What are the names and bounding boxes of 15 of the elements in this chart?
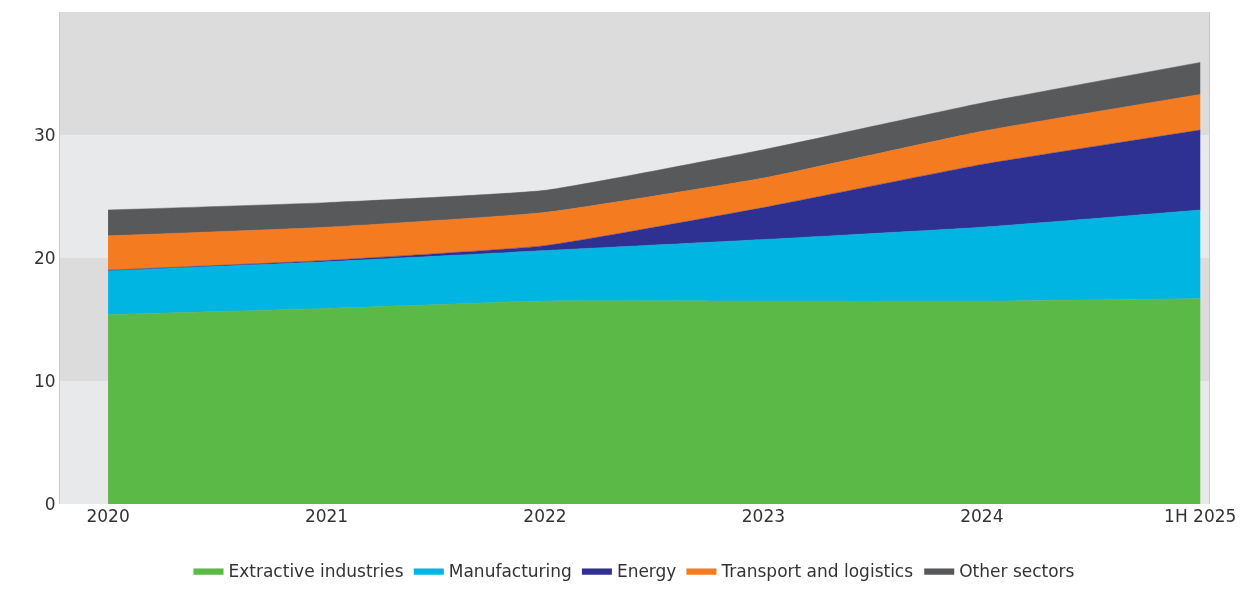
y-tick-label: 30 <box>33 124 56 145</box>
x-tick-label: 1H 2025 <box>1164 506 1237 526</box>
y-tick-label: 20 <box>33 247 56 268</box>
x-tick-label: 2020 <box>86 506 130 526</box>
x-tick-label: 2021 <box>304 506 349 526</box>
x-tick-label: 2023 <box>741 506 786 526</box>
x-tick-label: 2024 <box>960 506 1004 526</box>
legend-label: Other sectors <box>959 561 1075 582</box>
legend-label: Energy <box>616 561 677 582</box>
x-tick-label: 2022 <box>523 506 567 526</box>
y-tick-label: 0 <box>44 493 56 514</box>
legend-label: Extractive industries <box>228 561 404 582</box>
legend-label: Manufacturing <box>448 561 572 582</box>
legend-label: Transport and logistics <box>720 561 914 582</box>
y-tick-label: 10 <box>33 370 56 391</box>
